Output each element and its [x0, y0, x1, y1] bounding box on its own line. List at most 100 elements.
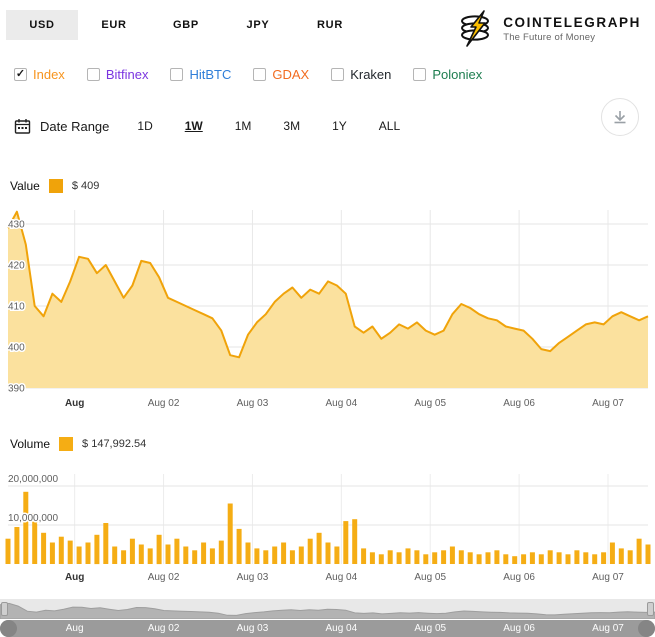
volume-bar — [565, 554, 571, 565]
exchange-toggle-bitfinex[interactable]: ✓ Bitfinex — [86, 67, 148, 82]
exchange-toggle-kraken[interactable]: ✓ Kraken — [331, 67, 391, 82]
scrollbar-right-cap[interactable] — [638, 620, 655, 637]
value-x-tick-label: Aug 02 — [148, 398, 180, 409]
exchange-toggle-index[interactable]: ✓ Index — [14, 67, 65, 82]
value-legend-swatch — [48, 179, 63, 193]
exchange-label-gdax: GDAX — [272, 66, 310, 82]
value-legend-value: $ 409 — [71, 180, 100, 192]
checkbox-gdax[interactable]: ✓ — [253, 67, 267, 81]
volume-bar — [298, 546, 304, 564]
volume-legend-value: $ 147,992.54 — [82, 438, 147, 450]
checkbox-index[interactable]: ✓ — [14, 67, 27, 81]
volume-x-tick-label: Aug 02 — [148, 572, 180, 583]
volume-bar — [138, 544, 144, 564]
volume-bar — [201, 542, 207, 564]
checkbox-poloniex[interactable]: ✓ — [413, 67, 427, 81]
volume-bar — [41, 532, 47, 564]
checkbox-hitbtc[interactable]: ✓ — [170, 67, 184, 81]
volume-bar — [645, 544, 651, 564]
exchange-toggle-poloniex[interactable]: ✓ Poloniex — [413, 67, 482, 82]
value-x-tick-label: Aug 04 — [325, 398, 357, 409]
currency-tab-eur[interactable]: EUR — [101, 19, 127, 31]
volume-bar — [476, 554, 482, 565]
volume-chart-section: Volume $ 147,992.54 10,000,000 20,000,000… — [0, 434, 655, 592]
volume-x-tick-label: Aug — [65, 572, 84, 583]
volume-chart-title: Volume — [10, 437, 51, 451]
volume-bar — [209, 548, 215, 564]
navigator-label: Aug 04 — [325, 623, 358, 634]
volume-bar — [387, 550, 393, 564]
volume-bar — [58, 536, 64, 564]
range-option-1w[interactable]: 1W — [184, 119, 203, 133]
download-icon — [614, 111, 626, 124]
volume-bar-chart[interactable]: 10,000,000 20,000,000 Aug Aug 02 Aug 03 Aug 0… — [0, 454, 655, 592]
volume-bar — [121, 550, 127, 564]
volume-bar — [636, 538, 642, 564]
volume-x-tick-label: Aug 04 — [325, 572, 357, 583]
checkbox-bitfinex[interactable]: ✓ — [86, 67, 100, 81]
volume-bar — [432, 552, 438, 564]
navigator-preview[interactable] — [0, 599, 655, 619]
scrollbar-left-cap[interactable] — [0, 620, 17, 637]
volume-bar — [361, 548, 367, 564]
volume-bar — [183, 546, 189, 564]
range-option-3m[interactable]: 3M — [283, 119, 301, 133]
volume-bar — [156, 534, 162, 565]
navigator-label: Aug 07 — [592, 623, 624, 634]
download-button[interactable] — [601, 98, 639, 136]
volume-bar — [618, 548, 624, 564]
volume-bar — [254, 548, 260, 564]
range-option-1m[interactable]: 1M — [234, 119, 252, 133]
volume-bar — [307, 538, 313, 564]
checkbox-kraken[interactable]: ✓ — [331, 67, 345, 81]
volume-bar — [236, 528, 242, 564]
range-option-1d[interactable]: 1D — [137, 119, 153, 133]
exchange-label-index: Index — [33, 66, 65, 82]
volume-bar — [325, 542, 331, 564]
volume-bar — [174, 538, 180, 564]
volume-x-tick-label: Aug 03 — [237, 572, 269, 583]
value-area-chart[interactable]: 390 400 410 420 430 Aug Aug 02 Aug 03 Aug 04 Aug … — [0, 196, 655, 424]
value-y-tick-label: 430 — [8, 220, 25, 231]
volume-bar — [289, 550, 295, 564]
volume-bar — [5, 538, 11, 564]
navigator-handle-right[interactable] — [647, 602, 654, 616]
currency-tab-gbp[interactable]: GBP — [173, 19, 199, 31]
volume-bar — [627, 550, 633, 564]
calendar-icon — [14, 118, 31, 135]
currency-tab-rur[interactable]: RUR — [317, 19, 343, 31]
volume-bar — [316, 532, 322, 564]
navigator-scrollbar[interactable]: Aug Aug 02 Aug 03 Aug 04 Aug 05 Aug 06 Aug 07 — [0, 620, 655, 637]
volume-bar — [529, 552, 535, 564]
volume-chart-header: Volume $ 147,992.54 — [0, 434, 655, 454]
currency-tabs: USD EUR GBP JPY RUR — [6, 10, 366, 40]
checkmark-icon: ✓ — [15, 67, 26, 80]
volume-bar — [396, 552, 402, 564]
volume-bar — [112, 546, 118, 564]
volume-bar — [609, 542, 615, 564]
range-option-all[interactable]: ALL — [378, 119, 401, 133]
value-x-tick-label: Aug 03 — [237, 398, 269, 409]
navigator-handle-left[interactable] — [1, 602, 8, 616]
volume-bar — [32, 513, 38, 564]
volume-bar — [218, 540, 224, 564]
volume-x-tick-label: Aug 06 — [503, 572, 535, 583]
currency-tab-usd[interactable]: USD — [6, 10, 78, 40]
value-x-tick-label: Aug 05 — [414, 398, 446, 409]
exchange-toggle-gdax[interactable]: ✓ GDAX — [253, 67, 309, 82]
volume-bar — [227, 503, 233, 564]
volume-bar — [281, 542, 287, 564]
exchange-toggle-hitbtc[interactable]: ✓ HitBTC — [170, 67, 231, 82]
currency-tab-jpy[interactable]: JPY — [246, 19, 270, 31]
cointelegraph-logo: COINTELEGRAPH The Future of Money — [456, 10, 645, 48]
chart-navigator[interactable]: Aug Aug 02 Aug 03 Aug 04 Aug 05 Aug 06 Aug 07 — [0, 599, 655, 637]
volume-y-tick-label: 10,000,000 — [8, 513, 58, 524]
range-option-1y[interactable]: 1Y — [332, 119, 347, 133]
date-range-row: Date Range 1D 1W 1M 3M 1Y ALL — [0, 84, 655, 146]
volume-bar — [423, 554, 429, 565]
value-x-tick-label: Aug 07 — [592, 398, 624, 409]
logo-title: COINTELEGRAPH — [503, 15, 641, 30]
volume-y-tick-label: 20,000,000 — [8, 474, 58, 485]
volume-bar — [494, 550, 500, 564]
